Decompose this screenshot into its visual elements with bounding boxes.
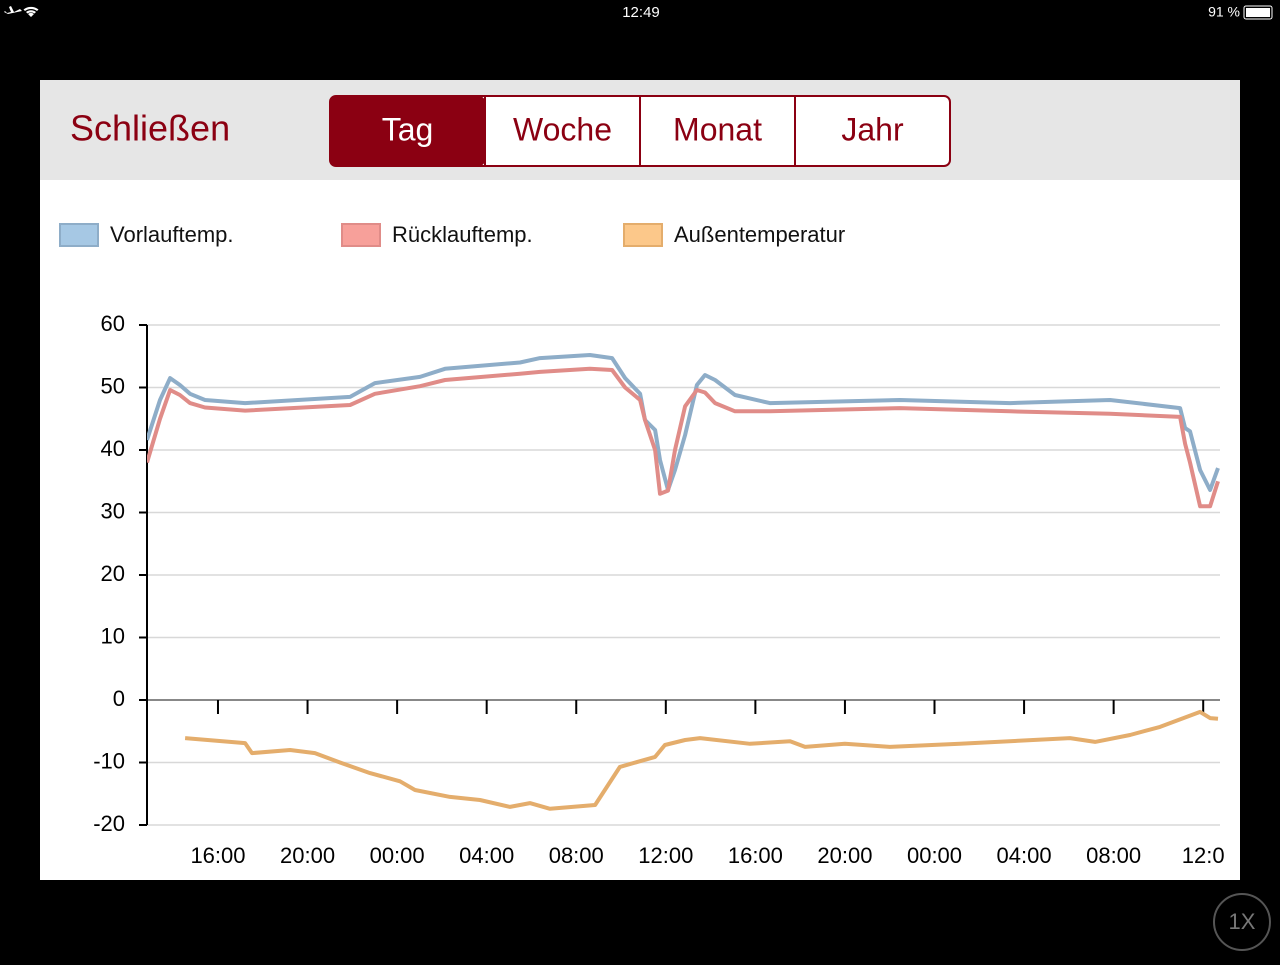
x-tick-label: 20:00 <box>817 843 872 868</box>
segment-label[interactable]: Woche <box>513 111 612 147</box>
panel <box>40 80 1240 880</box>
legend-swatch <box>59 223 99 247</box>
legend-swatch <box>341 223 381 247</box>
legend-swatch <box>623 223 663 247</box>
battery-level <box>1246 8 1270 17</box>
segment-label[interactable]: Tag <box>382 111 434 147</box>
x-tick-label: 16:00 <box>728 843 783 868</box>
wifi-icon <box>23 6 39 17</box>
legend-label: Außentemperatur <box>674 222 845 247</box>
series-line <box>147 366 1220 509</box>
y-tick-label: 40 <box>101 436 125 461</box>
x-tick-label: 12:0 <box>1182 843 1225 868</box>
x-tick-label: 00:00 <box>907 843 962 868</box>
y-tick-label: -20 <box>93 811 125 836</box>
series-line <box>184 709 1219 811</box>
battery-outline <box>1243 5 1273 20</box>
segment-label[interactable]: Monat <box>673 111 762 147</box>
close-button[interactable]: Schließen <box>70 108 230 149</box>
y-tick-label: 60 <box>101 311 125 336</box>
x-tick-label: 08:00 <box>549 843 604 868</box>
legend-label: Vorlauftemp. <box>110 222 234 247</box>
y-tick-label: 0 <box>113 686 125 711</box>
x-tick-label: 08:00 <box>1086 843 1141 868</box>
segment-label[interactable]: Jahr <box>841 111 904 147</box>
y-tick-label: -10 <box>93 748 125 773</box>
y-tick-label: 10 <box>101 623 125 648</box>
x-tick-label: 20:00 <box>280 843 335 868</box>
segment-selected[interactable] <box>330 96 485 166</box>
y-tick-label: 30 <box>101 498 125 523</box>
zoom-button[interactable]: 1X <box>1229 909 1256 934</box>
y-tick-label: 20 <box>101 561 125 586</box>
series-line <box>147 353 1220 492</box>
clock: 12:49 <box>622 4 660 21</box>
segmented-control: Tag Woche Monat Jahr <box>329 95 951 167</box>
x-tick-label: 16:00 <box>190 843 245 868</box>
x-tick-label: 00:00 <box>370 843 425 868</box>
x-tick-label: 04:00 <box>997 843 1052 868</box>
battery-percent: 91 % <box>1208 4 1240 20</box>
x-tick-label: 12:00 <box>638 843 693 868</box>
zoom-button-ring[interactable] <box>1213 893 1271 951</box>
x-tick-label: 04:00 <box>459 843 514 868</box>
airplane-icon <box>4 6 22 14</box>
y-tick-label: 50 <box>101 373 125 398</box>
legend-label: Rücklauftemp. <box>392 222 533 247</box>
